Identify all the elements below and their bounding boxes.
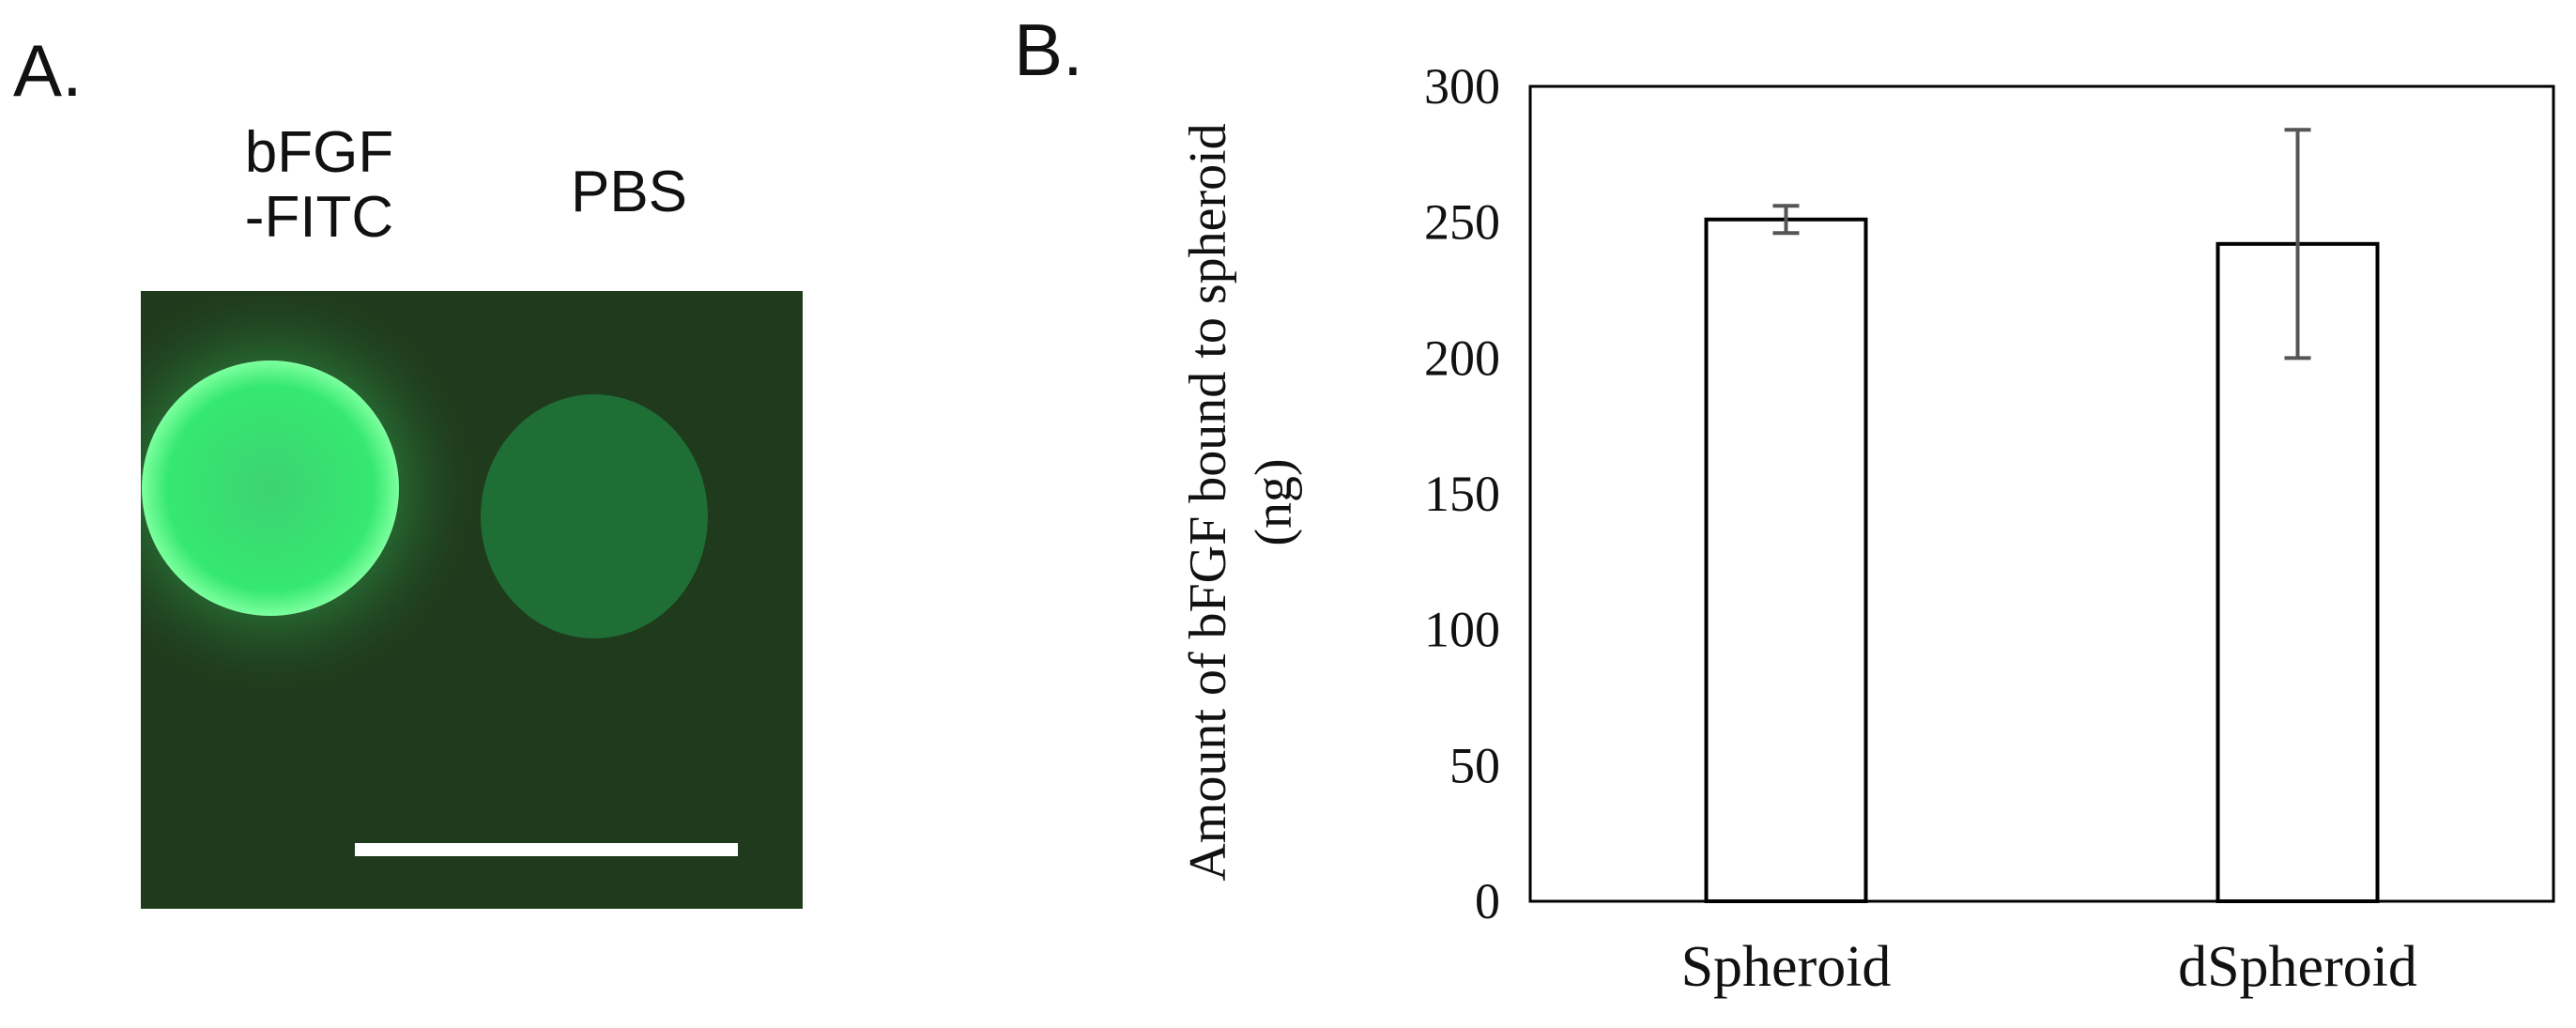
scale-bar bbox=[355, 843, 738, 856]
y-tick-label: 100 bbox=[1424, 602, 1500, 658]
bfgf-fitc-caption: bFGF -FITC bbox=[188, 120, 451, 251]
bar-spheroid bbox=[1704, 217, 1868, 904]
bfgf-fitc-caption-text: bFGF -FITC bbox=[244, 120, 394, 251]
y-tick-label: 200 bbox=[1424, 330, 1500, 386]
pbs-caption: PBS bbox=[570, 160, 688, 224]
y-tick-label: 0 bbox=[1475, 873, 1500, 929]
panel-a-label: A. bbox=[13, 29, 83, 112]
panel-b-label: B. bbox=[1014, 8, 1083, 91]
pbs-spheroid bbox=[481, 394, 708, 638]
fluorescence-micrograph bbox=[141, 291, 803, 909]
y-tick-label: 250 bbox=[1424, 194, 1500, 251]
y-axis-label: Amount of bFGF bound to spheroid bbox=[1179, 123, 1237, 881]
x-tick-label-dspheroid: dSpheroid bbox=[2178, 935, 2417, 999]
y-tick-label: 300 bbox=[1424, 58, 1500, 115]
plot-area-frame bbox=[1528, 84, 2555, 903]
y-axis-unit-label: (ng) bbox=[1245, 458, 1303, 545]
fitc-spheroid bbox=[142, 361, 399, 616]
y-tick-label: 150 bbox=[1424, 466, 1500, 522]
y-tick-label: 50 bbox=[1449, 737, 1500, 793]
x-tick-label-spheroid: Spheroid bbox=[1681, 935, 1892, 999]
